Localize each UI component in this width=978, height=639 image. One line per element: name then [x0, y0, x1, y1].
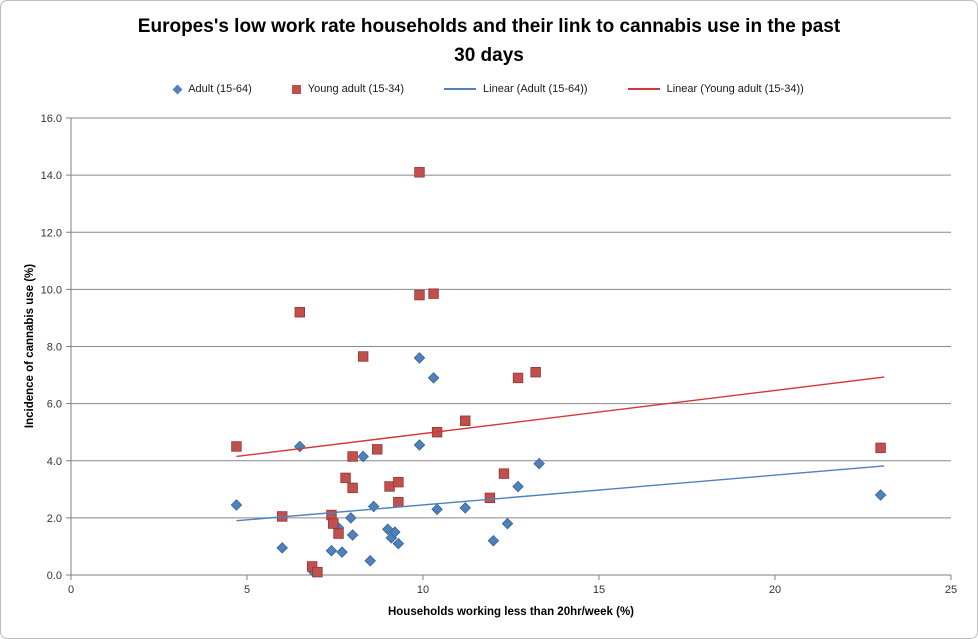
- y-tick-label: 0.0: [47, 570, 62, 582]
- data-point-adult-15-64: [294, 440, 306, 453]
- data-point-young-adult-15-34: [294, 307, 306, 318]
- y-tick-label: 10.0: [41, 284, 62, 296]
- y-tick-label: 12.0: [41, 227, 62, 239]
- diamond-marker-icon: [172, 84, 183, 94]
- legend-label-adult: Adult (15-64): [188, 83, 252, 95]
- legend-item-linear-young-adult: Linear (Young adult (15-34)): [627, 83, 804, 95]
- data-point-adult-15-64: [413, 352, 426, 364]
- legend-item-linear-adult: Linear (Adult (15-64)): [444, 83, 588, 95]
- data-point-young-adult-15-34: [340, 472, 351, 484]
- data-point-young-adult-15-34: [306, 561, 318, 572]
- data-point-young-adult-15-34: [460, 415, 471, 426]
- data-point-young-adult-15-34: [414, 167, 425, 178]
- x-tick-label: 5: [244, 584, 250, 596]
- x-tick-label: 15: [593, 584, 605, 596]
- data-point-adult-15-64: [345, 512, 357, 524]
- y-tick-label: 4.0: [47, 456, 62, 468]
- data-point-adult-15-64: [501, 517, 514, 530]
- y-tick-label: 16.0: [41, 113, 62, 125]
- data-point-adult-15-64: [413, 439, 426, 451]
- data-point-young-adult-15-34: [393, 496, 404, 508]
- x-axis-title: Households working less than 20hr/week (…: [387, 606, 635, 618]
- x-tick-label: 0: [68, 584, 74, 596]
- trendline-adult: [236, 465, 885, 522]
- data-point-adult-15-64: [459, 502, 472, 514]
- data-point-adult-15-64: [382, 523, 394, 536]
- data-point-young-adult-15-34: [347, 451, 358, 462]
- data-point-young-adult-15-34: [372, 444, 383, 455]
- data-point-young-adult-15-34: [512, 372, 524, 384]
- data-point-young-adult-15-34: [326, 509, 337, 521]
- data-point-young-adult-15-34: [393, 476, 404, 488]
- data-point-adult-15-64: [357, 450, 369, 463]
- trendline-sample-young-adult-icon: [627, 88, 660, 90]
- data-point-adult-15-64: [487, 534, 500, 547]
- data-point-adult-15-64: [392, 537, 405, 550]
- y-tick-label: 8.0: [47, 342, 62, 354]
- legend: Adult (15-64) Young adult (15-34) Linear…: [1, 83, 977, 95]
- square-marker-icon: [291, 84, 301, 94]
- legend-label-young-adult: Young adult (15-34): [307, 83, 405, 95]
- data-point-young-adult-15-34: [384, 481, 395, 492]
- data-point-young-adult-15-34: [414, 289, 425, 301]
- data-point-adult-15-64: [346, 529, 359, 541]
- data-point-young-adult-15-34: [312, 566, 323, 578]
- data-point-adult-15-64: [364, 554, 376, 567]
- data-point-young-adult-15-34: [333, 528, 344, 539]
- data-point-young-adult-15-34: [347, 482, 358, 494]
- y-tick-label: 6.0: [47, 399, 62, 411]
- data-point-adult-15-64: [336, 546, 348, 558]
- data-point-young-adult-15-34: [357, 351, 369, 362]
- data-point-adult-15-64: [427, 372, 440, 384]
- y-tick-label: 2.0: [47, 513, 62, 525]
- x-tick-label: 25: [945, 584, 957, 596]
- y-axis-title: Incidence of cannabis use (%): [24, 263, 36, 429]
- chart-title: Europes's low work rate households and t…: [137, 16, 841, 66]
- data-point-young-adult-15-34: [428, 288, 439, 299]
- legend-label-linear-young-adult: Linear (Young adult (15-34)): [666, 83, 804, 95]
- legend-item-adult: Adult (15-64): [172, 83, 252, 95]
- legend-label-linear-adult: Linear (Adult (15-64)): [483, 83, 588, 95]
- data-point-young-adult-15-34: [231, 441, 242, 452]
- data-point-adult-15-64: [325, 544, 338, 557]
- data-point-young-adult-15-34: [484, 492, 496, 504]
- data-point-adult-15-64: [431, 503, 443, 516]
- data-point-adult-15-64: [276, 542, 288, 554]
- data-point-adult-15-64: [230, 499, 243, 511]
- data-point-adult-15-64: [874, 489, 887, 501]
- data-point-adult-15-64: [389, 526, 401, 538]
- data-point-young-adult-15-34: [530, 367, 541, 378]
- data-point-young-adult-15-34: [498, 468, 510, 479]
- data-point-adult-15-64: [512, 480, 524, 493]
- trendline-young-adult: [236, 376, 885, 458]
- y-tick-label: 14.0: [41, 170, 62, 182]
- data-point-young-adult-15-34: [875, 442, 886, 454]
- data-point-young-adult-15-34: [328, 518, 339, 529]
- data-point-adult-15-64: [533, 457, 545, 470]
- legend-item-young-adult: Young adult (15-34): [291, 83, 405, 95]
- x-tick-label: 10: [417, 584, 429, 596]
- trendline-sample-adult-icon: [444, 88, 477, 90]
- x-tick-label: 20: [769, 584, 781, 596]
